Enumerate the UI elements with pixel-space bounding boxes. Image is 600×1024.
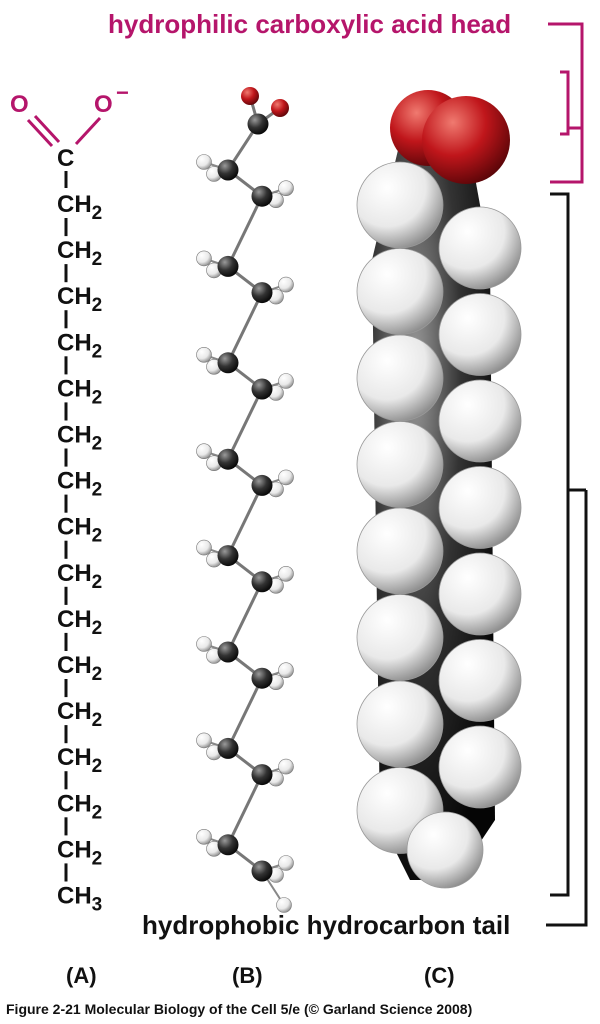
- ch2-group: CH2: [57, 468, 102, 501]
- figure-caption: Figure 2-21 Molecular Biology of the Cel…: [6, 1001, 472, 1017]
- oxygen-left-label: O: [10, 91, 29, 118]
- tail-title: hydrophobic hydrocarbon tail: [142, 910, 510, 940]
- ch2-group: CH2: [57, 375, 102, 408]
- single-bond-line: [74, 116, 102, 146]
- negative-charge: −: [116, 80, 129, 105]
- ch2-group: CH2: [57, 514, 102, 547]
- ch2-group: CH2: [57, 606, 102, 639]
- double-bond-line-2: [33, 114, 61, 144]
- tail-bracket: [546, 192, 588, 927]
- ch2-group: CH2: [57, 329, 102, 362]
- ball-stick-hydrogens: [196, 154, 294, 913]
- ch2-group: CH2: [57, 191, 102, 224]
- panel-label-c: (C): [424, 963, 455, 988]
- space-filling-model: [356, 90, 522, 889]
- ch2-group: CH2: [57, 698, 102, 731]
- ball-stick-bonds: [226, 123, 264, 873]
- ch2-group: CH2: [57, 790, 102, 823]
- oxygen-right-label: O: [94, 91, 113, 118]
- head-bracket: [548, 22, 584, 184]
- double-bond-line-1: [26, 118, 54, 148]
- ch3-group: CH3: [57, 883, 102, 916]
- carboxyl-carbon-label: C: [57, 145, 74, 172]
- space-fill-hydrogens: [356, 161, 522, 889]
- ch2-group: CH2: [57, 560, 102, 593]
- panel-label-b: (B): [232, 963, 263, 988]
- ch2-group: CH2: [57, 744, 102, 777]
- ch2-group: CH2: [57, 836, 102, 869]
- ball-and-stick-model: [196, 87, 294, 913]
- ch2-group: CH2: [57, 422, 102, 455]
- ch2-group: CH2: [57, 652, 102, 685]
- ball-stick-carbons: [217, 113, 273, 882]
- space-fill-oxygens: [390, 90, 510, 184]
- head-title: hydrophilic carboxylic acid head: [108, 9, 511, 39]
- ch2-group: CH2: [57, 283, 102, 316]
- structural-formula: O O −CCH2CH2CH2CH2CH2CH2CH2CH2CH2CH2CH2CH2…: [10, 80, 129, 916]
- panel-label-a: (A): [66, 963, 97, 988]
- ch2-group: CH2: [57, 237, 102, 270]
